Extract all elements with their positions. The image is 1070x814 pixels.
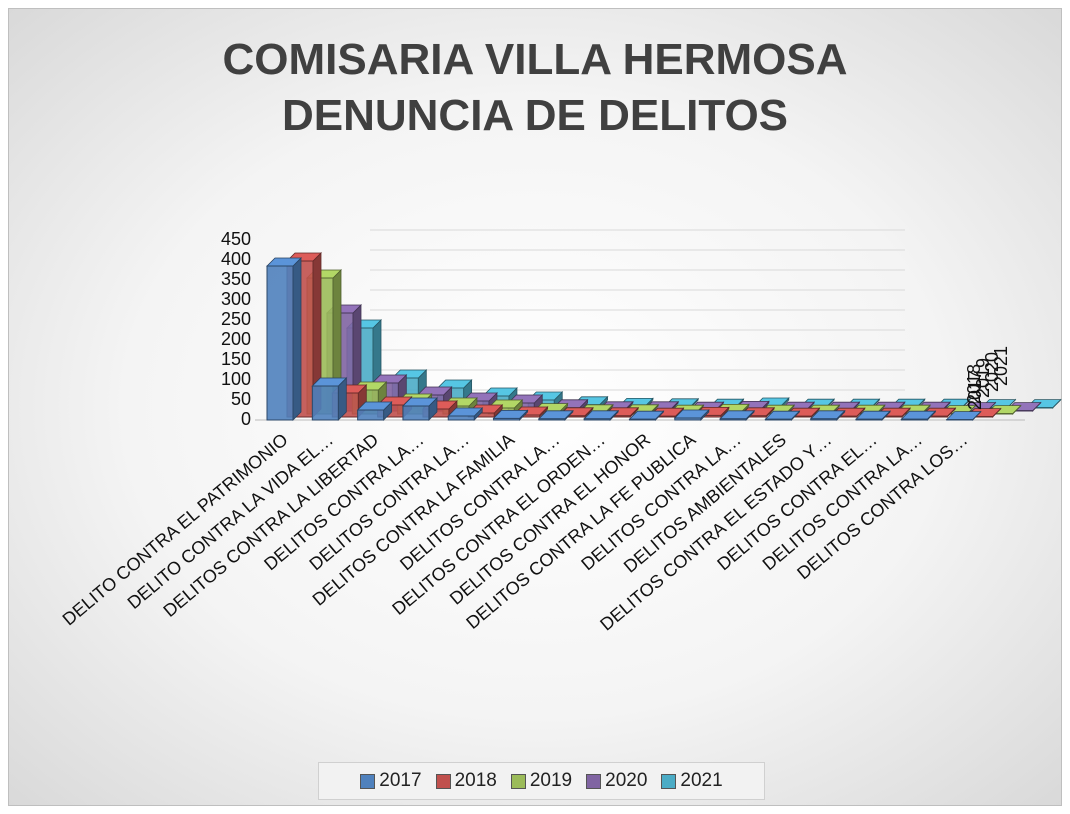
y-tick-label: 200 [221, 329, 251, 349]
depth-axis-label: 2021 [991, 346, 1011, 386]
legend-swatch [360, 773, 376, 789]
legend-label: 2020 [605, 770, 648, 791]
bar [538, 418, 566, 421]
bar [266, 265, 294, 421]
y-tick-label: 150 [221, 349, 251, 369]
legend-label: 2017 [379, 770, 422, 791]
chart-title: COMISARIA VILLA HERMOSA DENUNCIA DE DELI… [222, 35, 848, 140]
y-tick-label: 450 [221, 229, 251, 249]
legend-label: 2021 [680, 770, 723, 791]
y-tick-label: 100 [221, 369, 251, 389]
bar [900, 418, 928, 421]
bar [810, 418, 838, 421]
y-tick-label: 300 [221, 289, 251, 309]
bar [311, 385, 339, 421]
legend-item: 2017 [360, 770, 422, 792]
legend: 2017 2018 2019 2020 2021 [318, 762, 765, 800]
legend-item: 2020 [586, 770, 647, 792]
bar [764, 418, 792, 421]
depth-axis-label: 2020 [982, 352, 1002, 392]
depth-axis-label: 2017 [965, 370, 985, 410]
bar-side [292, 257, 302, 421]
bar [719, 418, 747, 421]
depth-axis-label: 2018 [964, 364, 984, 404]
legend-swatch [435, 773, 451, 789]
legend-label: 2019 [529, 770, 573, 791]
bar [855, 418, 883, 421]
bar [674, 417, 702, 421]
y-tick-label: 0 [241, 409, 251, 429]
legend-item: 2019 [510, 770, 573, 792]
y-tick-label: 250 [221, 309, 251, 329]
legend-label: 2018 [454, 770, 497, 791]
legend-item: 2021 [661, 770, 723, 792]
bar [493, 417, 521, 421]
bar [629, 418, 656, 421]
bar [583, 418, 611, 421]
legend-item: 2018 [435, 770, 497, 792]
y-tick-label: 400 [221, 249, 251, 269]
legend-swatch [586, 773, 602, 789]
bar [447, 415, 475, 421]
y-tick-label: 50 [231, 389, 251, 409]
legend-swatch [661, 773, 677, 789]
bar [402, 405, 430, 421]
bar [357, 409, 385, 421]
legend-swatch [510, 773, 526, 789]
y-tick-label: 350 [221, 269, 251, 289]
depth-axis-label: 2019 [973, 358, 993, 398]
